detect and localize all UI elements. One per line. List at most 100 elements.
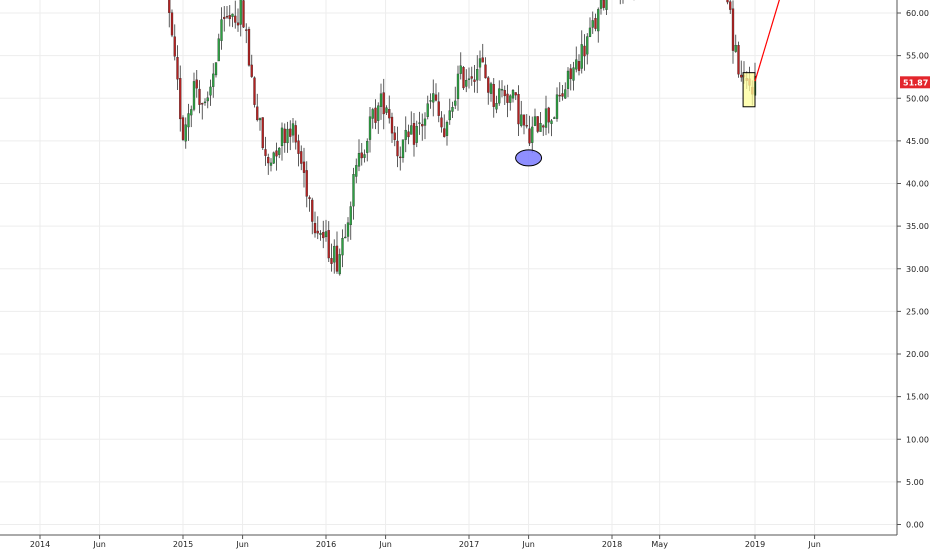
candle-body — [168, 0, 171, 13]
candle-body — [297, 140, 300, 154]
candle-body — [434, 94, 438, 101]
candle-body — [225, 16, 229, 18]
candle-body — [550, 120, 553, 124]
candle-body — [349, 206, 352, 226]
candle-body — [577, 61, 581, 71]
candle-body — [192, 81, 196, 110]
candle-body — [300, 151, 303, 164]
candle-body — [181, 117, 185, 140]
x-tick-label: 2015 — [173, 540, 193, 549]
candle-body — [377, 105, 380, 121]
candle-body — [407, 131, 410, 138]
candle-body — [253, 77, 256, 105]
candle-body — [539, 123, 542, 132]
candle-body — [267, 157, 270, 164]
candle-body — [399, 156, 402, 159]
candle-body — [236, 22, 240, 26]
x-axis: 2014 Jun 2015 Jun 2016 Jun 2017 Jun 2018 May 2019 J… — [0, 534, 897, 549]
price-tag-label: 51.87 — [903, 78, 928, 87]
candle-body — [258, 118, 262, 121]
candle-body — [509, 95, 512, 103]
candle-body — [498, 88, 501, 104]
candle-body — [275, 150, 278, 157]
candle-body — [170, 12, 174, 36]
candle-body — [212, 73, 215, 87]
candle-body — [729, 1, 732, 10]
candle-body — [588, 27, 592, 37]
candle-body — [429, 100, 432, 102]
candle-body — [311, 199, 314, 222]
y-tick-label: 20.00 — [906, 350, 929, 359]
candle-body — [514, 92, 517, 96]
candle-body — [209, 86, 212, 96]
candle-body — [542, 125, 545, 128]
y-tick-label: 5.00 — [906, 478, 924, 487]
candle-body — [272, 152, 275, 164]
candle-body — [555, 94, 559, 119]
candle-body — [566, 70, 570, 89]
candle-body — [223, 16, 226, 19]
candle-body — [214, 62, 218, 76]
candle-body — [484, 64, 487, 79]
candle-body — [385, 107, 388, 113]
candle-body — [737, 45, 740, 75]
candle-body — [506, 93, 509, 103]
candle-body — [245, 29, 248, 31]
candle-body — [217, 38, 220, 62]
candle-body — [448, 110, 451, 121]
candle-body — [203, 101, 207, 104]
candle-body — [393, 132, 396, 140]
candle-body — [374, 107, 377, 123]
candle-body — [418, 122, 421, 124]
candle-body — [602, 0, 605, 8]
candle-body — [344, 236, 347, 239]
dec-2018-box — [742, 72, 756, 108]
candle-body — [390, 116, 394, 134]
candle-body — [256, 106, 259, 121]
candle-body — [487, 77, 490, 93]
candle-body — [597, 9, 600, 32]
candle-body — [388, 109, 391, 119]
candle-body — [368, 116, 372, 140]
candle-body — [269, 162, 273, 166]
candle-body — [445, 122, 449, 136]
candle-body — [410, 125, 413, 135]
y-tick-label: 30.00 — [906, 265, 929, 274]
candle-body — [586, 36, 589, 55]
candle-body — [355, 165, 358, 177]
candle-body — [357, 153, 361, 167]
candle-body — [454, 100, 457, 106]
candle-body — [333, 246, 336, 263]
candle-body — [366, 140, 369, 153]
x-tick-label: Jun — [92, 540, 106, 549]
candle-body — [569, 68, 572, 80]
candle-body — [583, 45, 586, 57]
projection-arrow — [754, 0, 780, 82]
candle-body — [294, 125, 297, 143]
candle-body — [423, 118, 427, 126]
candle-body — [264, 149, 267, 156]
candle-body — [459, 65, 462, 74]
candle-body — [341, 237, 344, 256]
x-tick-label: 2017 — [459, 540, 479, 549]
candle-body — [500, 89, 504, 91]
x-tick-label: Jun — [521, 540, 535, 549]
candle-body — [338, 254, 341, 275]
candle-body — [327, 230, 330, 259]
candle-body — [187, 113, 190, 128]
y-tick-label: 25.00 — [906, 307, 929, 316]
candle-body — [330, 258, 333, 264]
y-tick-label: 55.00 — [906, 52, 929, 61]
candle-body — [492, 83, 495, 107]
candle-body — [421, 124, 424, 127]
candle-body — [173, 36, 176, 57]
candle-body — [379, 93, 383, 107]
candle-body — [247, 28, 251, 66]
candle-body — [401, 139, 405, 158]
candle-body — [495, 103, 498, 110]
x-tick-label: May — [651, 540, 668, 549]
candle-body — [726, 0, 729, 3]
candle-body — [382, 92, 385, 115]
candle-body — [412, 123, 416, 145]
candle-body — [451, 107, 454, 112]
